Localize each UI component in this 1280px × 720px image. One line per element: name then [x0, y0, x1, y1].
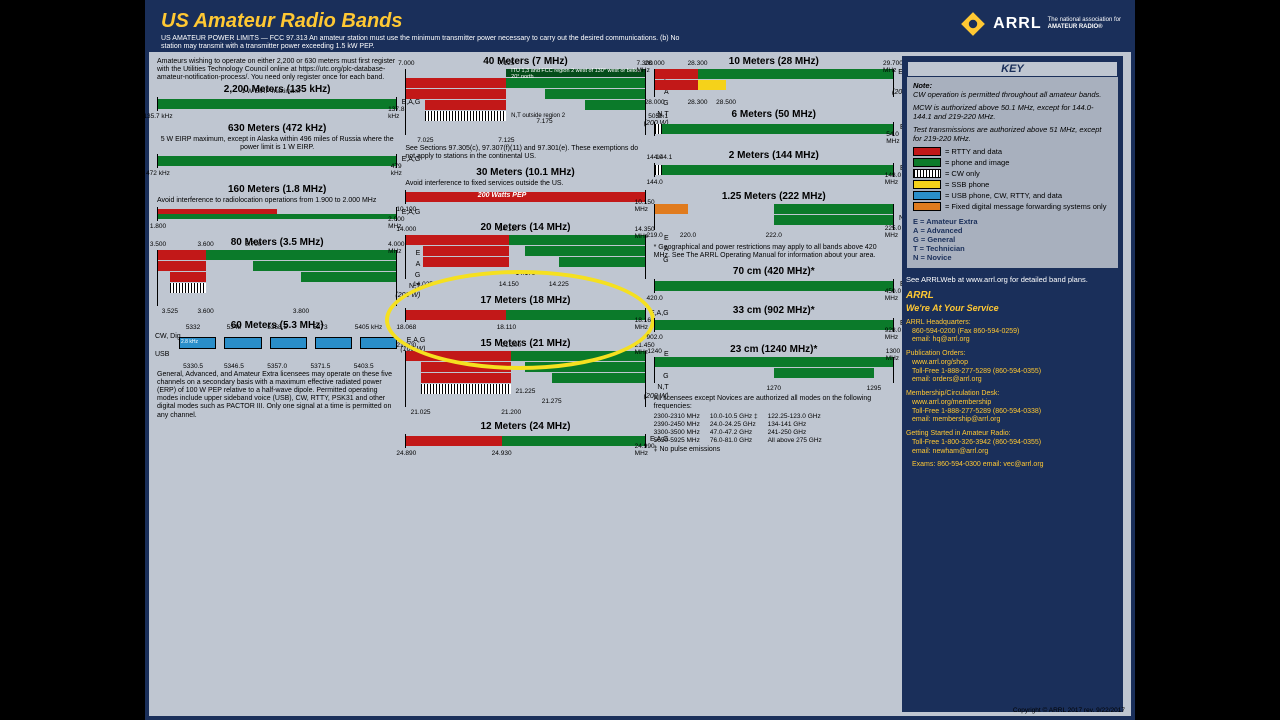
key-box: KEY Note: CW operation is permitted thro…: [906, 60, 1119, 269]
band-70cm: 70 cm (420 MHz)* 420.0 450.0 MHz E,A,G,T: [654, 266, 894, 293]
subtitle: US AMATEUR POWER LIMITS — FCC 97.313 An …: [161, 35, 681, 51]
copyright: Copyright © ARRL 2017 rev. 9/22/2017: [1013, 707, 1125, 714]
band-17m: 17 Meters (18 MHz) 18.068 18.110 18.168 …: [405, 295, 645, 322]
band-15m: 15 Meters (21 MHz) 21.000 21.200 21.450 …: [405, 338, 645, 407]
vhf-note: * Geographical and power restrictions ma…: [654, 244, 894, 260]
band-2200m: 2,200 Meters (135 kHz) 1 W EIRP maximum …: [157, 84, 397, 111]
col-1: Amateurs wishing to operate on either 2,…: [157, 56, 397, 712]
diamond-icon: [959, 10, 987, 38]
band-23cm: 23 cm (1240 MHz)* 1240 1270 1295 1300 MH…: [654, 344, 894, 383]
band-630m: 630 Meters (472 kHz) 5 W EIRP maximum, e…: [157, 123, 397, 168]
col-3: 10 Meters (28 MHz) 28.000 28.300 29.700 …: [654, 56, 894, 712]
intro-note: Amateurs wishing to operate on either 2,…: [157, 58, 397, 82]
arrl-info: ARRL We're At Your Service ARRL Headquar…: [906, 290, 1119, 470]
band-6m: 6 Meters (50 MHz) 50.0 50.1 54.0 MHz E,A…: [654, 109, 894, 136]
key-heading: KEY: [907, 61, 1118, 77]
band-20m: 20 Meters (14 MHz) 14.000 14.150 14.350 …: [405, 222, 645, 279]
band-125m: 1.25 Meters (222 MHz) 219.0 220.0 222.0 …: [654, 191, 894, 230]
band-60m: 60 Meters (5.3 MHz) CW, Dig USB 2.8 kHz …: [157, 320, 397, 419]
band-10m: 10 Meters (28 MHz) 28.000 28.300 29.700 …: [654, 56, 894, 97]
band-160m: 160 Meters (1.8 MHz) Avoid interference …: [157, 184, 397, 221]
logo-text: ARRL: [993, 15, 1041, 33]
ghz-table: 2300-2310 MHz2390-2450 MHz3300-3500 MHz5…: [654, 413, 894, 444]
see-arrlweb: See ARRLWeb at www.arrl.org for detailed…: [906, 275, 1119, 284]
band-2m: 2 Meters (144 MHz) 144.0 144.1 144.0 148…: [654, 150, 894, 177]
band-30m: 30 Meters (10.1 MHz) Avoid interference …: [405, 167, 645, 204]
band-chart: US Amateur Radio Bands US AMATEUR POWER …: [145, 0, 1135, 720]
col-key: KEY Note: CW operation is permitted thro…: [902, 56, 1123, 712]
band-40m: 40 Meters (7 MHz) ITU 1,3 and FCC region…: [405, 56, 645, 161]
header: US Amateur Radio Bands US AMATEUR POWER …: [149, 4, 1131, 52]
legend: = RTTY and data= phone and image= CW onl…: [913, 147, 1112, 211]
license-list: E = Amateur ExtraA = AdvancedG = General…: [913, 217, 1112, 262]
columns: Amateurs wishing to operate on either 2,…: [157, 56, 1123, 712]
band-80m: 80 Meters (3.5 MHz) 3.500 3.600 3.700 4.…: [157, 237, 397, 306]
band-12m: 12 Meters (24 MHz) 24.890 24.930 24.990 …: [405, 421, 645, 448]
ghz-note: All licensees except Novices are authori…: [654, 395, 894, 411]
arrl-logo: ARRL The national association for AMATEU…: [959, 10, 1121, 38]
band-33cm: 33 cm (902 MHz)* 902.0 928.0 MHz E,A,G,T: [654, 305, 894, 332]
col-2: 40 Meters (7 MHz) ITU 1,3 and FCC region…: [405, 56, 645, 712]
